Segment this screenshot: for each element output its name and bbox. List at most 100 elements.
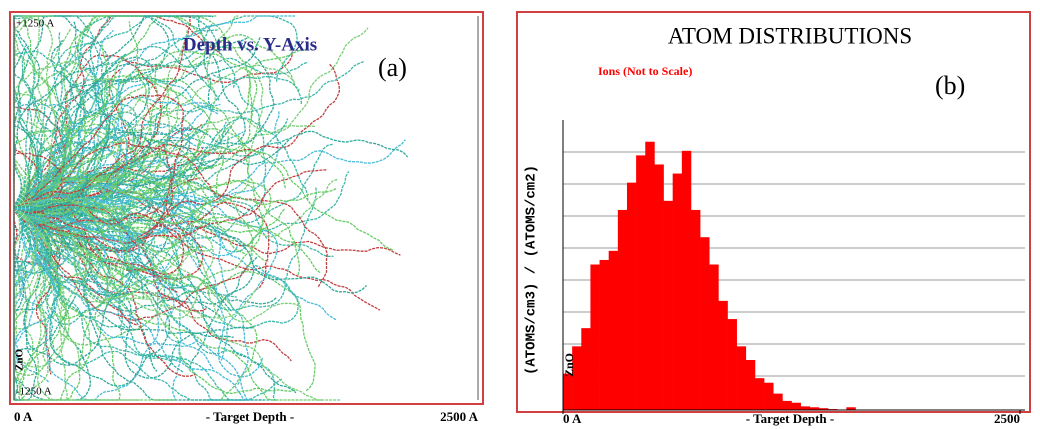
bar [846,407,856,410]
ion-track [14,207,145,300]
ion-track [13,207,276,401]
ion-track [13,207,255,379]
ion-track [13,110,280,244]
bar [654,164,664,410]
bar [773,393,783,410]
ion-track [13,137,292,227]
ion-track [13,207,127,329]
ion-track [13,169,328,244]
panel-a-title: Depth vs. Y-Axis [183,34,317,55]
x-axis-label: - Target Depth - [206,409,294,424]
bar [590,264,600,410]
ion-track [13,207,68,401]
ion-track [13,199,322,274]
bar [581,328,591,410]
ion-track [13,15,214,209]
ion-track [13,36,262,230]
bar [818,408,829,410]
ion-track [13,130,409,213]
chart-subtitle: Ions (Not to Scale) [598,64,692,78]
x-tick-label: 2500 [994,411,1020,426]
ion-track [13,149,207,320]
bar [599,259,609,410]
ion-track [13,207,230,241]
material-label: ZnO [14,349,26,371]
panel-a-tag: (a) [378,53,407,82]
ion-track [13,124,316,279]
bar [563,373,573,410]
y-axis-label: (ATOMS/cm3) / (ATOMS/cm2) [524,165,540,375]
bar [727,319,737,410]
ion-track [13,177,272,295]
bar [672,173,683,410]
ion-track [13,143,252,227]
bar [663,200,673,410]
y-top-label: +1250 A [16,18,54,30]
ion-track [13,82,111,212]
ion-track [13,51,294,209]
bar [736,346,747,410]
ion-track [13,199,141,302]
ion-track [13,117,309,209]
annotation: ZnO [562,353,576,377]
bar [745,359,756,410]
bar [791,402,801,410]
bar [681,150,692,410]
ion-track [13,207,158,372]
ion-track [13,15,55,209]
panel-b-tag: (b) [935,71,965,100]
ion-track [13,207,213,270]
x-tick-label: 0 A [563,411,582,426]
ion-track [14,195,334,258]
chart-title: ATOM DISTRIBUTIONS [668,23,912,48]
bar [809,407,820,410]
ion-track [13,15,242,212]
ion-track [13,44,55,209]
ion-track [13,169,233,312]
bar [636,155,646,410]
ion-track [13,50,258,209]
bar [718,300,728,410]
bar [754,378,765,410]
ion-track [13,196,192,212]
bar [709,264,719,410]
ion-track [13,207,195,241]
bar [645,141,655,410]
ion-track [13,165,105,289]
ion-track [13,207,152,325]
bar [608,250,619,410]
ion-track [13,96,221,210]
ion-track [13,63,341,252]
ion-track [13,204,185,276]
ion-track [13,44,109,209]
bar [572,346,582,410]
ion-track [13,207,234,338]
bar [617,209,628,410]
ion-track [13,15,192,209]
bar [764,382,774,410]
ion-track [13,182,279,361]
bar [782,400,792,410]
ion-track [13,135,230,237]
ion-track [13,23,213,214]
ion-track [13,201,316,392]
x-left-label: 0 A [14,409,33,424]
bar [626,182,637,410]
ion-track [13,42,275,210]
ion-track [13,197,193,281]
ion-track [13,15,71,209]
ion-track [13,15,221,209]
ion-track [13,27,369,209]
bar [700,237,710,410]
ion-track [13,93,201,217]
ion-track [13,175,215,320]
ion-track [13,188,160,401]
x-right-label: 2500 A [440,409,479,424]
ion-track [13,187,338,219]
ion-track [13,207,92,401]
ion-track [13,207,171,387]
y-bottom-label: -1250 A [16,386,52,398]
ion-track [13,207,34,400]
ion-track [13,207,185,374]
